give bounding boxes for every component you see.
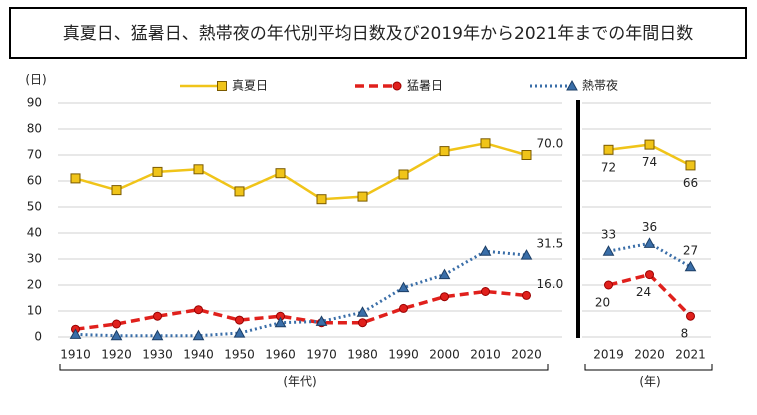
marker (274, 316, 287, 328)
marker (397, 281, 410, 293)
marker (685, 160, 696, 171)
title-box (9, 7, 747, 59)
marker (479, 245, 492, 256)
x-tick-label: 1920 (101, 348, 132, 362)
series-line (75, 289, 527, 331)
x-tick-label: 1980 (347, 348, 378, 362)
y-tick-label: 60 (27, 174, 42, 188)
legend-label: 熱帯夜 (582, 78, 618, 93)
marker (481, 287, 490, 296)
x-bracket (584, 364, 713, 371)
y-tick-label: 50 (27, 200, 42, 214)
marker (480, 138, 491, 149)
data-label: 36 (642, 220, 657, 234)
legend-marker (566, 79, 578, 91)
x-tick-label: 1930 (142, 348, 173, 362)
y-tick-label: 10 (27, 304, 42, 318)
marker (520, 249, 533, 260)
x-tick-label: 2000 (429, 348, 460, 362)
x-tick-label: 2021 (675, 348, 706, 362)
y-tick-label: 30 (27, 252, 42, 266)
x-tick-label: 1960 (265, 348, 296, 362)
marker (438, 268, 451, 280)
marker (112, 319, 121, 329)
marker (234, 186, 245, 197)
marker (644, 139, 655, 150)
legend-marker (217, 81, 227, 91)
marker (194, 305, 203, 315)
marker (357, 191, 368, 202)
marker (193, 164, 204, 175)
data-label: 70.0 (537, 137, 564, 151)
marker (440, 292, 449, 302)
marker (70, 173, 81, 184)
y-tick-label: 0 (34, 330, 42, 344)
marker (111, 185, 122, 196)
marker (602, 245, 615, 256)
x-tick-label: 1990 (388, 348, 419, 362)
x-axis-label: (年代) (283, 375, 316, 389)
data-label: 74 (642, 155, 657, 169)
marker (684, 260, 697, 272)
legend-label: 猛暑日 (407, 79, 443, 93)
x-tick-label: 2019 (593, 348, 624, 362)
x-tick-label: 1910 (60, 348, 91, 362)
marker (152, 166, 163, 177)
y-tick-label: 90 (27, 96, 42, 110)
x-tick-label: 1950 (224, 348, 255, 362)
marker (235, 315, 244, 325)
marker (110, 329, 123, 341)
x-tick-label: 2020 (511, 348, 542, 362)
marker (275, 168, 286, 179)
data-label: 8 (681, 327, 689, 341)
x-axis-label: (年) (639, 375, 660, 389)
marker (192, 329, 205, 341)
y-tick-label: 20 (27, 278, 42, 292)
y-tick-label: 80 (27, 122, 42, 136)
y-tick-label: 40 (27, 226, 42, 240)
y-tick-label: 70 (27, 148, 42, 162)
legend-marker (392, 81, 402, 91)
data-label: 66 (683, 176, 698, 190)
data-label: 16.0 (537, 277, 564, 291)
chart-title: 真夏日、猛暑日、熱帯夜の年代別平均日数及び2019年から2021年までの年間日数 (63, 24, 694, 44)
marker (153, 311, 162, 321)
legend-label: 真夏日 (232, 79, 268, 93)
marker (356, 306, 369, 317)
y-axis-label: (日) (25, 73, 46, 87)
marker (398, 169, 409, 180)
data-label: 20 (595, 296, 610, 310)
marker (645, 270, 654, 280)
data-label: 33 (601, 228, 616, 242)
marker (315, 315, 328, 326)
marker (439, 146, 450, 157)
data-label: 24 (636, 285, 651, 299)
marker (521, 150, 532, 160)
marker (603, 144, 614, 155)
x-tick-label: 2020 (634, 348, 665, 362)
x-bracket (59, 364, 549, 371)
marker (604, 280, 613, 290)
data-label: 27 (683, 243, 698, 257)
marker (643, 237, 656, 248)
marker (522, 290, 531, 300)
x-tick-label: 1940 (183, 348, 214, 362)
marker (358, 318, 367, 328)
marker (316, 194, 327, 205)
x-tick-label: 2010 (470, 348, 501, 362)
data-label: 72 (601, 160, 616, 174)
series-line (75, 142, 527, 201)
x-tick-label: 1970 (306, 348, 337, 362)
marker (686, 311, 695, 321)
marker (399, 303, 408, 313)
marker (69, 328, 82, 339)
data-label: 31.5 (537, 237, 564, 251)
marker (151, 329, 164, 341)
marker (233, 327, 246, 338)
series-line (75, 249, 527, 338)
